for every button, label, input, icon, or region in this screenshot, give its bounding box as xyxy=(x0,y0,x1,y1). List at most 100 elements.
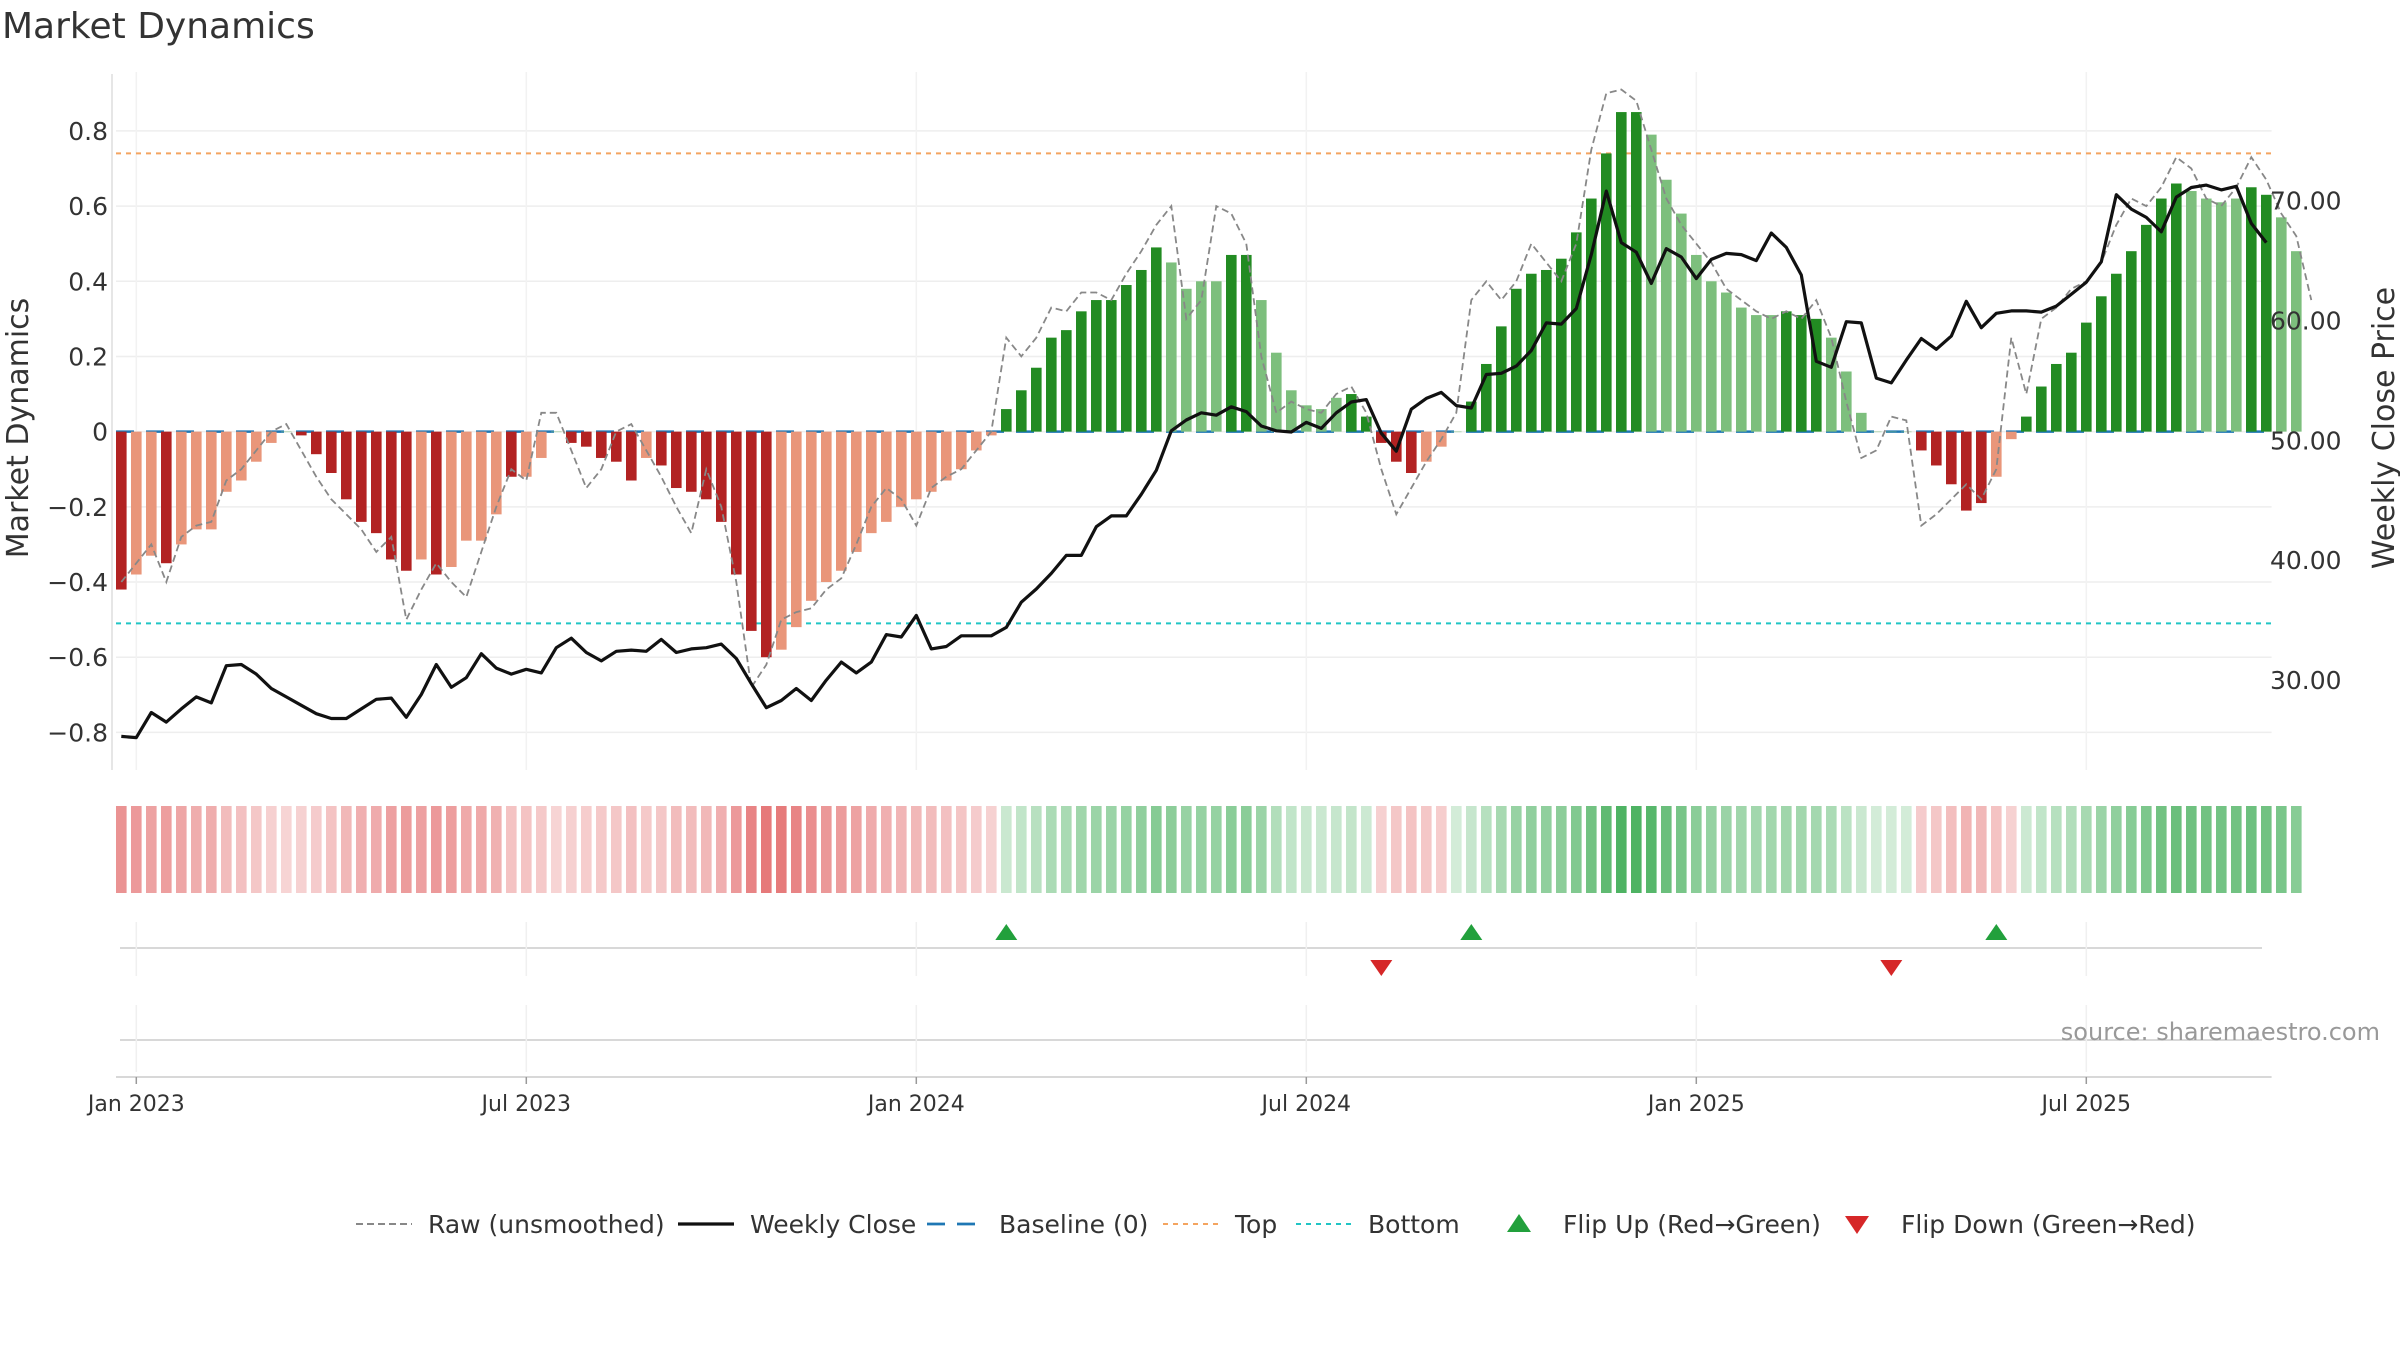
dynamics-bar xyxy=(641,431,652,458)
heat-cell xyxy=(1481,806,1492,893)
heat-cell xyxy=(701,806,712,893)
dynamics-bar xyxy=(2126,251,2137,432)
dynamics-bar xyxy=(476,431,487,541)
heat-cell xyxy=(1676,806,1687,893)
heat-cell xyxy=(2201,806,2212,893)
heat-cell xyxy=(1811,806,1822,893)
heat-cell xyxy=(686,806,697,893)
dynamics-bar xyxy=(1841,371,1852,432)
raw-line xyxy=(120,88,2313,690)
flip-up-marker xyxy=(1985,924,2008,940)
dynamics-bar xyxy=(1181,288,1192,432)
legend-label: Bottom xyxy=(1368,1210,1460,1239)
dynamics-bar xyxy=(1286,390,1297,432)
heat-cell xyxy=(1286,806,1297,893)
dynamics-bar xyxy=(1076,311,1087,432)
dynamics-bar xyxy=(1796,315,1807,432)
dynamics-bar xyxy=(566,431,577,443)
heat-cell xyxy=(311,806,322,893)
dynamics-bar xyxy=(1541,269,1552,432)
heat-cell xyxy=(521,806,532,893)
dynamics-bar xyxy=(2276,217,2287,432)
dynamics-bar xyxy=(806,431,817,601)
dynamics-bar xyxy=(1151,247,1162,432)
heat-cell xyxy=(1331,806,1342,893)
dynamics-bar xyxy=(1031,367,1042,432)
dynamics-bar xyxy=(1106,300,1117,432)
legend-label: Raw (unsmoothed) xyxy=(428,1210,665,1239)
dynamics-bar xyxy=(1136,269,1147,432)
dynamics-bar xyxy=(206,431,217,530)
dynamics-bar xyxy=(251,431,262,462)
heat-cell xyxy=(1691,806,1702,893)
legend-label: Baseline (0) xyxy=(999,1210,1148,1239)
heat-cell xyxy=(1196,806,1207,893)
heat-cell xyxy=(1391,806,1402,893)
heat-cell xyxy=(206,806,217,893)
gridlines xyxy=(116,72,2272,770)
dynamics-bar xyxy=(986,431,997,436)
heat-cell xyxy=(2186,806,2197,893)
dynamics-bar xyxy=(2111,273,2122,432)
dynamics-bar xyxy=(1241,254,1252,432)
heat-cell xyxy=(986,806,997,893)
heat-cell xyxy=(2126,806,2137,893)
dynamics-bar xyxy=(386,431,397,560)
left-tick-label: 0.2 xyxy=(68,342,108,371)
dynamics-bar xyxy=(1061,330,1072,432)
dynamics-bar xyxy=(1211,281,1222,432)
left-axis: 0.8 0.6 0.4 0.2 0 −0.2 −0.4 −0.6 −0.8 xyxy=(47,74,113,770)
left-tick-label: 0.6 xyxy=(68,192,108,221)
lower-panel xyxy=(120,1005,2262,1072)
dynamics-bar xyxy=(1346,394,1357,432)
heat-cell xyxy=(1496,806,1507,893)
dynamics-bar xyxy=(1046,337,1057,432)
heat-cell xyxy=(2141,806,2152,893)
heat-cell xyxy=(1031,806,1042,893)
dynamics-bar xyxy=(1661,179,1672,432)
heat-cell xyxy=(641,806,652,893)
dynamics-bar xyxy=(1931,431,1942,466)
heat-cell xyxy=(386,806,397,893)
x-tick-label: Jul 2025 xyxy=(2040,1092,2132,1117)
dynamics-bar xyxy=(1196,281,1207,432)
heat-cell xyxy=(221,806,232,893)
dynamics-bar xyxy=(1991,431,2002,477)
heat-cell xyxy=(1451,806,1462,893)
heat-cell xyxy=(1556,806,1567,893)
right-axis: 70.00 60.00 50.00 40.00 30.00 xyxy=(2270,187,2342,695)
dynamics-bar xyxy=(1226,254,1237,432)
dynamics-bar xyxy=(1751,315,1762,432)
heat-cell xyxy=(1346,806,1357,893)
dynamics-bar xyxy=(1016,390,1027,432)
dynamics-bar xyxy=(116,431,127,590)
heat-cell xyxy=(191,806,202,893)
dynamics-bar xyxy=(281,431,292,433)
dynamics-bar xyxy=(611,431,622,462)
heat-cell xyxy=(1586,806,1597,893)
dynamics-bar xyxy=(2051,363,2062,432)
heat-cell xyxy=(266,806,277,893)
dynamics-bar xyxy=(296,431,307,436)
dynamics-bar xyxy=(1766,315,1777,432)
heat-cell xyxy=(596,806,607,893)
heat-cell xyxy=(1961,806,1972,893)
heat-cell xyxy=(1796,806,1807,893)
heat-cell xyxy=(1211,806,1222,893)
dynamics-bar xyxy=(746,431,757,631)
dynamics-bar xyxy=(1826,337,1837,432)
heat-cell xyxy=(2036,806,2047,893)
heat-cell xyxy=(146,806,157,893)
dynamics-bar xyxy=(356,431,367,522)
dynamics-bar xyxy=(1946,431,1957,485)
heat-cell xyxy=(626,806,637,893)
heat-cell xyxy=(1076,806,1087,893)
heat-cell xyxy=(866,806,877,893)
left-tick-label: −0.4 xyxy=(47,568,108,597)
dynamics-bar xyxy=(2201,198,2212,432)
dynamics-bar xyxy=(2216,202,2227,432)
heat-cell xyxy=(2171,806,2182,893)
heat-cell xyxy=(1901,806,1912,893)
regime-heat-strip xyxy=(116,806,2302,893)
heat-cell xyxy=(236,806,247,893)
